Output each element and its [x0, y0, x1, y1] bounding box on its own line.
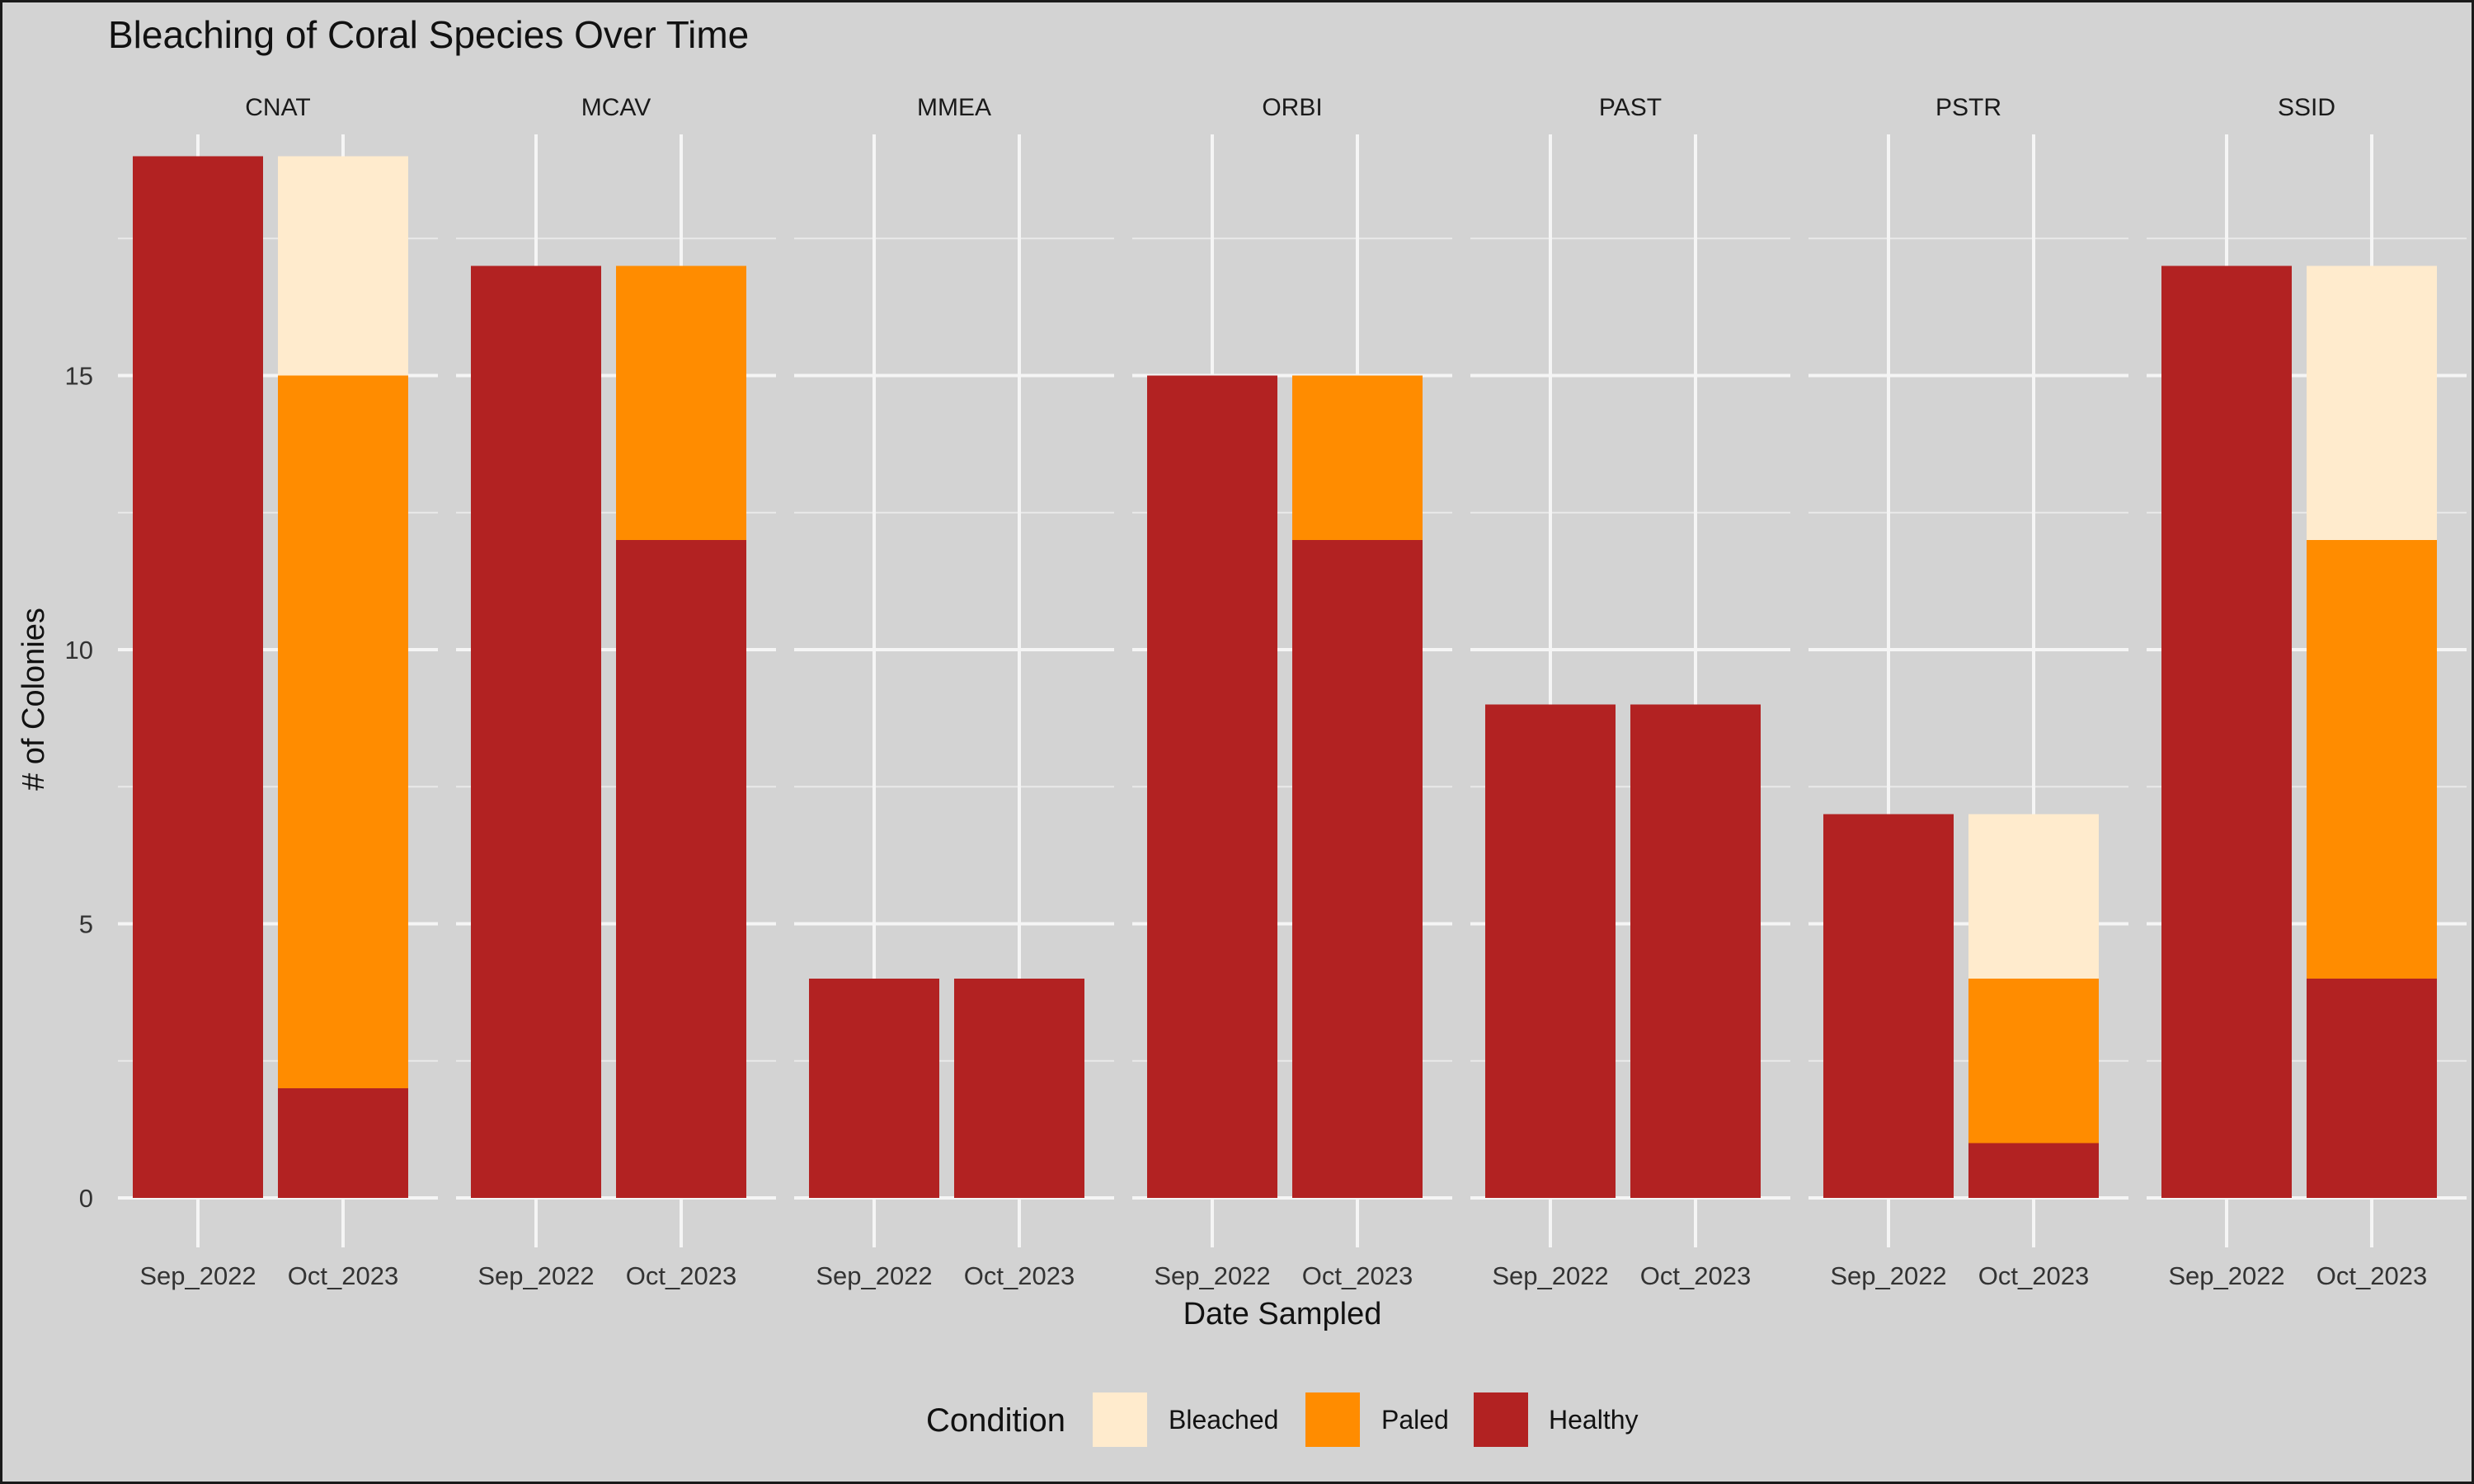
x-tick-label: Oct_2023 — [1978, 1261, 2089, 1290]
bar-orbi-sep_2022-healthy — [1147, 375, 1277, 1198]
x-tick-label: Oct_2023 — [1302, 1261, 1413, 1290]
bar-mmea-oct_2023-healthy — [954, 979, 1084, 1198]
facet-panel-past: PAST Sep_2022 Oct_2023 — [1470, 94, 1790, 1290]
x-tick-label: Oct_2023 — [1640, 1261, 1751, 1290]
facet-label: ORBI — [1262, 94, 1322, 121]
x-tick-label: Sep_2022 — [139, 1261, 256, 1290]
y-axis-title: # of Colonies — [16, 608, 51, 791]
legend-key-paled — [1305, 1392, 1360, 1447]
legend-label-paled: Paled — [1381, 1405, 1449, 1435]
y-tick-label: 5 — [79, 910, 93, 939]
bar-past-oct_2023-healthy — [1630, 704, 1761, 1198]
y-tick-label: 0 — [79, 1184, 93, 1213]
legend-label-bleached: Bleached — [1169, 1405, 1278, 1435]
facet-panels: CNAT Sep_2022 Oct_2023 MCAV Sep_2022 Oct_2023… — [118, 94, 2467, 1290]
bar-mcav-oct_2023-healthy — [616, 540, 746, 1198]
x-tick-label: Oct_2023 — [964, 1261, 1075, 1290]
facet-panel-mcav: MCAV Sep_2022 Oct_2023 — [456, 94, 776, 1290]
legend-key-bleached — [1093, 1392, 1147, 1447]
bar-cnat-oct_2023-paled — [278, 375, 408, 1088]
bar-ssid-oct_2023-paled — [2307, 540, 2437, 979]
x-tick-label: Sep_2022 — [2168, 1261, 2284, 1290]
y-tick-label: 15 — [65, 362, 93, 391]
x-tick-label: Sep_2022 — [477, 1261, 594, 1290]
facet-label: CNAT — [245, 94, 310, 121]
facet-panel-mmea: MMEA Sep_2022 Oct_2023 — [794, 94, 1114, 1290]
legend: Condition Bleached Paled Healthy — [926, 1392, 1639, 1447]
x-tick-label: Oct_2023 — [288, 1261, 398, 1290]
facet-panel-orbi: ORBI Sep_2022 Oct_2023 — [1132, 94, 1452, 1290]
x-tick-label: Sep_2022 — [1154, 1261, 1270, 1290]
bar-ssid-sep_2022-healthy — [2161, 265, 2292, 1198]
x-tick-label: Oct_2023 — [626, 1261, 736, 1290]
facet-panel-ssid: SSID Sep_2022 Oct_2023 — [2147, 94, 2467, 1290]
bar-mcav-oct_2023-paled — [616, 265, 746, 540]
x-tick-label: Sep_2022 — [1830, 1261, 1946, 1290]
y-tick-label: 10 — [65, 636, 93, 665]
facet-label: SSID — [2278, 94, 2335, 121]
bar-orbi-oct_2023-paled — [1292, 375, 1423, 540]
y-axis: 0 5 10 15 — [65, 362, 93, 1214]
facet-panel-pstr: PSTR Sep_2022 Oct_2023 — [1808, 94, 2128, 1290]
x-tick-label: Sep_2022 — [1492, 1261, 1608, 1290]
bar-cnat-oct_2023-bleached — [278, 156, 408, 376]
x-axis-title: Date Sampled — [1183, 1297, 1382, 1331]
bar-mcav-sep_2022-healthy — [471, 265, 601, 1198]
legend-key-healthy — [1474, 1392, 1528, 1447]
bar-cnat-oct_2023-healthy — [278, 1088, 408, 1198]
bar-pstr-oct_2023-bleached — [1968, 814, 2099, 979]
bar-pstr-sep_2022-healthy — [1823, 814, 1954, 1198]
bar-cnat-sep_2022-healthy — [133, 156, 263, 1198]
facet-panel-cnat: CNAT Sep_2022 Oct_2023 — [118, 94, 438, 1290]
facet-label: PSTR — [1935, 94, 2001, 121]
facet-label: PAST — [1599, 94, 1662, 121]
x-tick-label: Oct_2023 — [2316, 1261, 2427, 1290]
x-tick-label: Sep_2022 — [816, 1261, 932, 1290]
bar-ssid-oct_2023-healthy — [2307, 979, 2437, 1198]
facet-label: MMEA — [917, 94, 991, 121]
bar-past-sep_2022-healthy — [1485, 704, 1616, 1198]
bar-orbi-oct_2023-healthy — [1292, 540, 1423, 1198]
chart-title: Bleaching of Coral Species Over Time — [108, 13, 749, 56]
facet-label: MCAV — [581, 94, 651, 121]
bar-pstr-oct_2023-healthy — [1968, 1143, 2099, 1198]
legend-title: Condition — [926, 1402, 1065, 1439]
legend-label-healthy: Healthy — [1549, 1405, 1639, 1435]
bar-mmea-sep_2022-healthy — [809, 979, 939, 1198]
bar-pstr-oct_2023-paled — [1968, 979, 2099, 1144]
bar-ssid-oct_2023-bleached — [2307, 265, 2437, 540]
